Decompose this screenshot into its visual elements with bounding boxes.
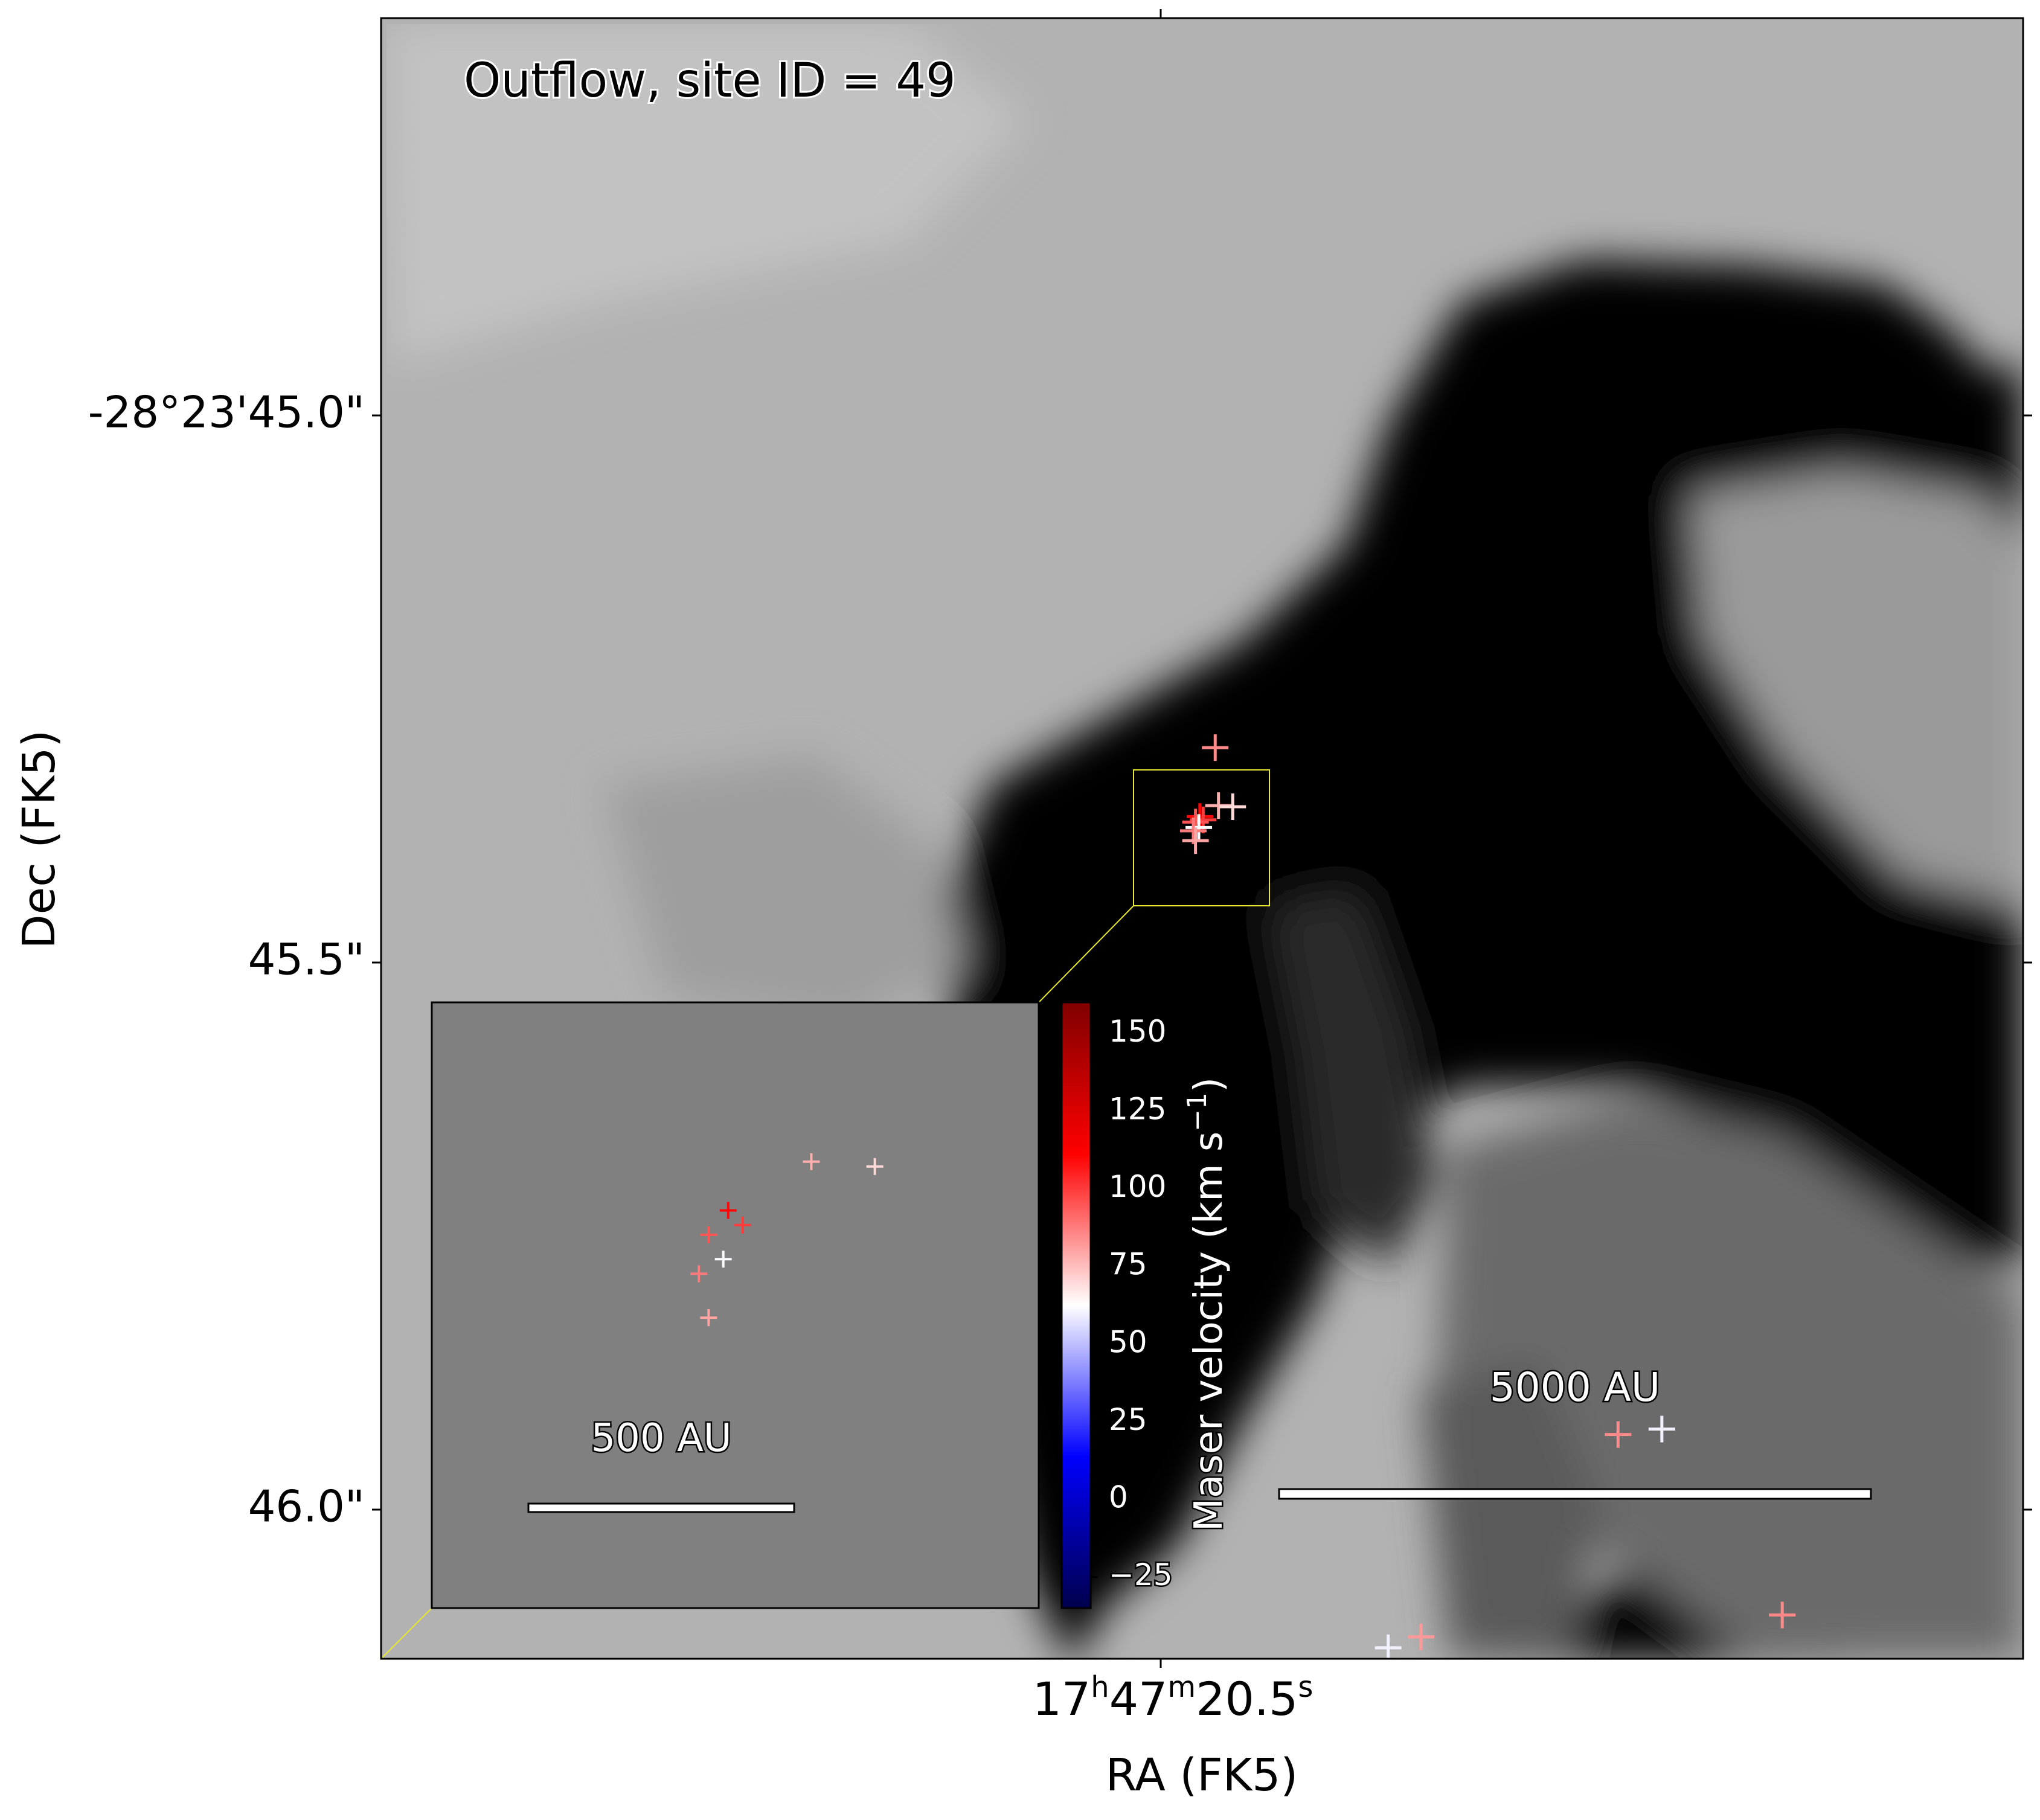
maser-marker [1769, 1601, 1796, 1629]
colorbar-tick-label: 0 [1109, 1479, 1128, 1514]
maser-marker [1202, 734, 1229, 761]
colorbar-tick-label: −25 [1109, 1557, 1173, 1592]
colorbar-tick-label: 50 [1109, 1324, 1147, 1359]
colorbar-tick-label: 25 [1109, 1402, 1147, 1437]
x-axis-label: RA (FK5) [1106, 1749, 1298, 1801]
colorbar-tick-label: 100 [1109, 1169, 1166, 1204]
axes-frame [380, 17, 2024, 1660]
colorbar-ticks: 150 125 100 75 50 25 0 −25 [1091, 1012, 1174, 1594]
inset-maser-marker [866, 1158, 884, 1175]
colorbar-tick-label: 125 [1109, 1092, 1166, 1127]
colorbar-gradient [1060, 1001, 1092, 1609]
zoom-region-box [1133, 769, 1270, 906]
inset-maser-marker [803, 1153, 820, 1170]
main-scalebar-label: 5000 AU [1490, 1364, 1660, 1411]
y-tick-label-0: -28°23'45.0" [88, 387, 365, 438]
maser-marker [1648, 1415, 1675, 1443]
inset-maser-marker [700, 1226, 717, 1243]
maser-markers [1179, 734, 1796, 1659]
inset-frame [431, 1001, 1040, 1609]
maser-marker [1374, 1634, 1402, 1659]
y-tick-label-2: 46.0" [248, 1481, 365, 1532]
x-tick-label: 17h47m20.5s [1033, 1670, 1313, 1726]
chart-title: Outflow, site ID = 49 [464, 54, 956, 108]
intensity-image [381, 18, 2023, 1659]
inset-maser-marker [719, 1202, 737, 1219]
maser-marker [1219, 793, 1246, 820]
y-tick-label-1: 45.5" [248, 934, 365, 985]
main-scalebar [1278, 1488, 1872, 1500]
inset-maser-marker [690, 1265, 708, 1283]
inset-maser-marker [700, 1309, 717, 1327]
y-axis-ticks [372, 414, 2032, 1511]
inset-panel: 500 AU [431, 1001, 1040, 1609]
inset-scalebar-label: 500 AU [591, 1416, 731, 1461]
maser-marker [1185, 814, 1213, 841]
maser-marker [1182, 827, 1209, 854]
maser-marker [1408, 1623, 1435, 1650]
colorbar-label: Maser velocity (km s−1) [1182, 1077, 1231, 1531]
maser-marker [1605, 1421, 1632, 1448]
inset-maser-marker [714, 1251, 732, 1268]
zoom-connector-top [1038, 905, 1134, 1003]
inset-scalebar [527, 1502, 795, 1513]
inset-maser-markers [690, 1153, 884, 1327]
inset-maser-marker [734, 1216, 752, 1234]
inset-background [432, 1002, 1039, 1608]
zoom-connector-bottom [380, 1607, 432, 1659]
colorbar-tick-label: 150 [1109, 1014, 1166, 1049]
y-axis-label: Dec (FK5) [13, 730, 65, 949]
colorbar-tick-label: 75 [1109, 1247, 1147, 1282]
colorbar: 150 125 100 75 50 25 0 −25 Maser velocity (km s… [1060, 1001, 1233, 1609]
